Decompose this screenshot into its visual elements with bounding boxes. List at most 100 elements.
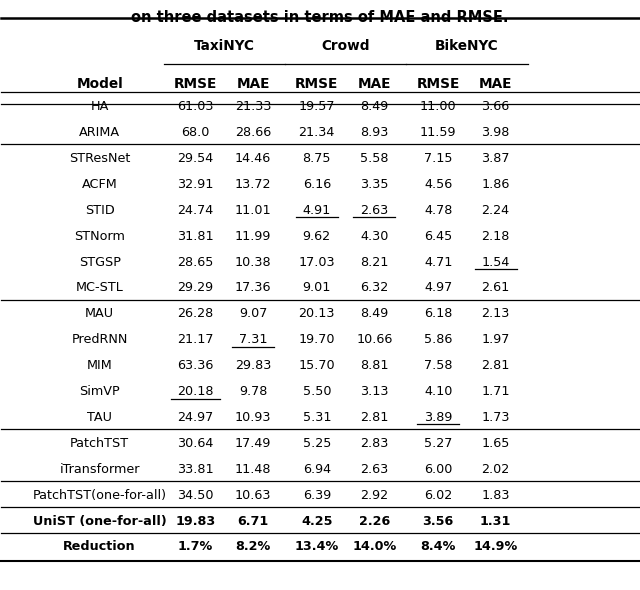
Text: 1.7%: 1.7%: [178, 540, 213, 553]
Text: 68.0: 68.0: [181, 126, 210, 139]
Text: RMSE: RMSE: [174, 77, 217, 91]
Text: 9.62: 9.62: [303, 230, 331, 242]
Text: 10.93: 10.93: [235, 411, 271, 424]
Text: PatchTST(one-for-all): PatchTST(one-for-all): [33, 489, 166, 502]
Text: 29.83: 29.83: [235, 359, 271, 372]
Text: 20.13: 20.13: [298, 307, 335, 320]
Text: 10.63: 10.63: [235, 489, 271, 502]
Text: 6.18: 6.18: [424, 307, 452, 320]
Text: 6.00: 6.00: [424, 463, 452, 476]
Text: STID: STID: [85, 204, 115, 217]
Text: 8.75: 8.75: [303, 152, 331, 165]
Text: 61.03: 61.03: [177, 100, 214, 113]
Text: BikeNYC: BikeNYC: [435, 39, 499, 53]
Text: PredRNN: PredRNN: [72, 333, 128, 346]
Text: 7.15: 7.15: [424, 152, 452, 165]
Text: 3.89: 3.89: [424, 411, 452, 424]
Text: 19.83: 19.83: [175, 514, 216, 527]
Text: 8.93: 8.93: [360, 126, 388, 139]
Text: SimVP: SimVP: [79, 385, 120, 398]
Text: 2.13: 2.13: [481, 307, 510, 320]
Text: 3.87: 3.87: [481, 152, 510, 165]
Text: 5.58: 5.58: [360, 152, 388, 165]
Text: 2.26: 2.26: [358, 514, 390, 527]
Text: 13.72: 13.72: [235, 178, 271, 191]
Text: 8.21: 8.21: [360, 255, 388, 268]
Text: 8.4%: 8.4%: [420, 540, 456, 553]
Text: 9.01: 9.01: [303, 281, 331, 294]
Text: ACFM: ACFM: [82, 178, 118, 191]
Text: 2.24: 2.24: [481, 204, 509, 217]
Text: 6.02: 6.02: [424, 489, 452, 502]
Text: 28.66: 28.66: [235, 126, 271, 139]
Text: 10.66: 10.66: [356, 333, 392, 346]
Text: 19.70: 19.70: [298, 333, 335, 346]
Text: 14.46: 14.46: [235, 152, 271, 165]
Text: 15.70: 15.70: [298, 359, 335, 372]
Text: STResNet: STResNet: [69, 152, 131, 165]
Text: 4.30: 4.30: [360, 230, 388, 242]
Text: Model: Model: [76, 77, 123, 91]
Text: 1.31: 1.31: [480, 514, 511, 527]
Text: 3.13: 3.13: [360, 385, 388, 398]
Text: 21.33: 21.33: [235, 100, 271, 113]
Text: 9.07: 9.07: [239, 307, 267, 320]
Text: 1.86: 1.86: [481, 178, 510, 191]
Text: 2.02: 2.02: [481, 463, 509, 476]
Text: 2.81: 2.81: [360, 411, 388, 424]
Text: 24.74: 24.74: [177, 204, 214, 217]
Text: STGSP: STGSP: [79, 255, 121, 268]
Text: 6.32: 6.32: [360, 281, 388, 294]
Text: 17.49: 17.49: [235, 437, 271, 450]
Text: 3.98: 3.98: [481, 126, 510, 139]
Text: MAE: MAE: [479, 77, 512, 91]
Text: 2.63: 2.63: [360, 204, 388, 217]
Text: 1.83: 1.83: [481, 489, 510, 502]
Text: RMSE: RMSE: [295, 77, 339, 91]
Text: 8.81: 8.81: [360, 359, 388, 372]
Text: 31.81: 31.81: [177, 230, 214, 242]
Text: 6.94: 6.94: [303, 463, 331, 476]
Text: 4.56: 4.56: [424, 178, 452, 191]
Text: MAE: MAE: [236, 77, 269, 91]
Text: MAE: MAE: [358, 77, 391, 91]
Text: 11.00: 11.00: [420, 100, 456, 113]
Text: 4.78: 4.78: [424, 204, 452, 217]
Text: 5.25: 5.25: [303, 437, 331, 450]
Text: Reduction: Reduction: [63, 540, 136, 553]
Text: on three datasets in terms of MAE and RMSE.: on three datasets in terms of MAE and RM…: [131, 9, 509, 25]
Text: ARIMA: ARIMA: [79, 126, 120, 139]
Text: 14.9%: 14.9%: [474, 540, 518, 553]
Text: TAU: TAU: [87, 411, 112, 424]
Text: MIM: MIM: [87, 359, 113, 372]
Text: 5.86: 5.86: [424, 333, 452, 346]
Text: 10.38: 10.38: [235, 255, 271, 268]
Text: 11.99: 11.99: [235, 230, 271, 242]
Text: 4.91: 4.91: [303, 204, 331, 217]
Text: 9.78: 9.78: [239, 385, 267, 398]
Text: 6.39: 6.39: [303, 489, 331, 502]
Text: 20.18: 20.18: [177, 385, 214, 398]
Text: 1.73: 1.73: [481, 411, 510, 424]
Text: 2.81: 2.81: [481, 359, 510, 372]
Text: TaxiNYC: TaxiNYC: [194, 39, 255, 53]
Text: 14.0%: 14.0%: [352, 540, 396, 553]
Text: STNorm: STNorm: [74, 230, 125, 242]
Text: 8.49: 8.49: [360, 100, 388, 113]
Text: 1.97: 1.97: [481, 333, 510, 346]
Text: 6.45: 6.45: [424, 230, 452, 242]
Text: 24.97: 24.97: [177, 411, 214, 424]
Text: RMSE: RMSE: [417, 77, 460, 91]
Text: 2.83: 2.83: [360, 437, 388, 450]
Text: 1.65: 1.65: [481, 437, 510, 450]
Text: 1.71: 1.71: [481, 385, 510, 398]
Text: 21.34: 21.34: [299, 126, 335, 139]
Text: 3.66: 3.66: [481, 100, 509, 113]
Text: 29.29: 29.29: [177, 281, 214, 294]
Text: 13.4%: 13.4%: [294, 540, 339, 553]
Text: 11.59: 11.59: [420, 126, 456, 139]
Text: HA: HA: [90, 100, 109, 113]
Text: 6.71: 6.71: [237, 514, 269, 527]
Text: 4.10: 4.10: [424, 385, 452, 398]
Text: 11.48: 11.48: [235, 463, 271, 476]
